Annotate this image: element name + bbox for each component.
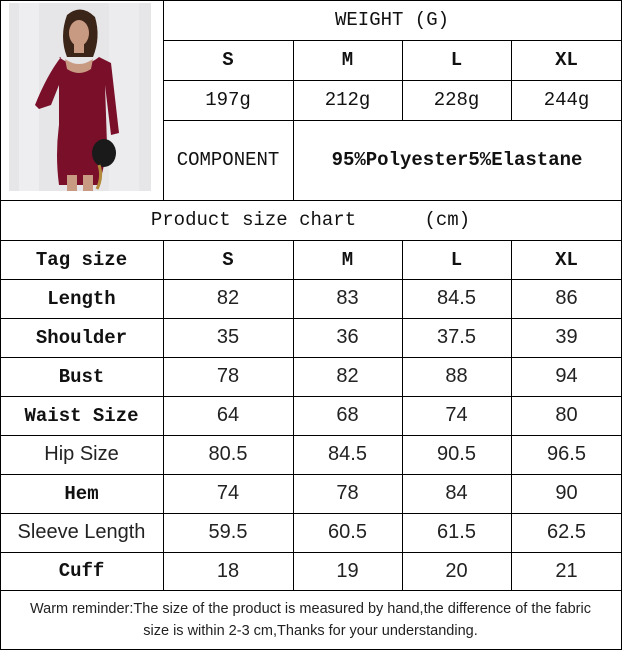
table-cell: 60.5 — [293, 513, 403, 553]
table-cell: 39 — [511, 318, 622, 358]
weight-value: 212g — [293, 80, 403, 121]
row-label: Waist Size — [0, 396, 164, 436]
warm-reminder-line-2: size is within 2-3 cm,Thanks for your un… — [143, 622, 478, 639]
row-label: Shoulder — [0, 318, 164, 358]
table-cell: 59.5 — [163, 513, 294, 553]
table-cell: 82 — [163, 279, 294, 319]
weight-value: 244g — [511, 80, 622, 121]
table-cell: 20 — [402, 552, 512, 591]
weight-size-l: L — [402, 40, 512, 81]
table-cell: 36 — [293, 318, 403, 358]
table-cell: 84 — [402, 474, 512, 514]
product-photo-cell — [0, 0, 164, 201]
component-value: 95%Polyester5%Elastane — [293, 120, 622, 201]
component-label: COMPONENT — [163, 120, 294, 201]
table-cell: 78 — [293, 474, 403, 514]
warm-reminder: Warm reminder:The size of the product is… — [0, 590, 622, 650]
table-cell: 19 — [293, 552, 403, 591]
weight-value: 197g — [163, 80, 294, 121]
table-cell: 90.5 — [402, 435, 512, 475]
table-cell: 82 — [293, 357, 403, 397]
weight-size-s: S — [163, 40, 294, 81]
weight-title: WEIGHT (G) — [163, 0, 622, 41]
table-cell: 94 — [511, 357, 622, 397]
row-label: Length — [0, 279, 164, 319]
table-cell: 74 — [402, 396, 512, 436]
table-cell: 88 — [402, 357, 512, 397]
chart-header-cell: M — [293, 240, 403, 280]
table-cell: 80 — [511, 396, 622, 436]
row-label: Cuff — [0, 552, 164, 591]
table-cell: 37.5 — [402, 318, 512, 358]
row-label: Sleeve Length — [0, 513, 164, 553]
row-label: Bust — [0, 357, 164, 397]
table-cell: 90 — [511, 474, 622, 514]
table-cell: 18 — [163, 552, 294, 591]
row-label: Hip Size — [0, 435, 164, 475]
table-cell: 21 — [511, 552, 622, 591]
weight-size-xl: XL — [511, 40, 622, 81]
table-cell: 64 — [163, 396, 294, 436]
product-photo — [9, 3, 151, 191]
row-label: Hem — [0, 474, 164, 514]
table-cell: 61.5 — [402, 513, 512, 553]
table-cell: 83 — [293, 279, 403, 319]
chart-header-cell: Tag size — [0, 240, 164, 280]
size-chart-title: Product size chart (cm) — [0, 200, 622, 241]
warm-reminder-line-1: Warm reminder:The size of the product is… — [30, 600, 591, 617]
chart-header-cell: S — [163, 240, 294, 280]
table-cell: 78 — [163, 357, 294, 397]
weight-size-m: M — [293, 40, 403, 81]
weight-value: 228g — [402, 80, 512, 121]
chart-header-cell: XL — [511, 240, 622, 280]
table-cell: 84.5 — [402, 279, 512, 319]
table-cell: 80.5 — [163, 435, 294, 475]
table-cell: 35 — [163, 318, 294, 358]
table-cell: 74 — [163, 474, 294, 514]
table-cell: 68 — [293, 396, 403, 436]
table-cell: 84.5 — [293, 435, 403, 475]
table-cell: 96.5 — [511, 435, 622, 475]
chart-header-cell: L — [402, 240, 512, 280]
table-cell: 62.5 — [511, 513, 622, 553]
table-cell: 86 — [511, 279, 622, 319]
